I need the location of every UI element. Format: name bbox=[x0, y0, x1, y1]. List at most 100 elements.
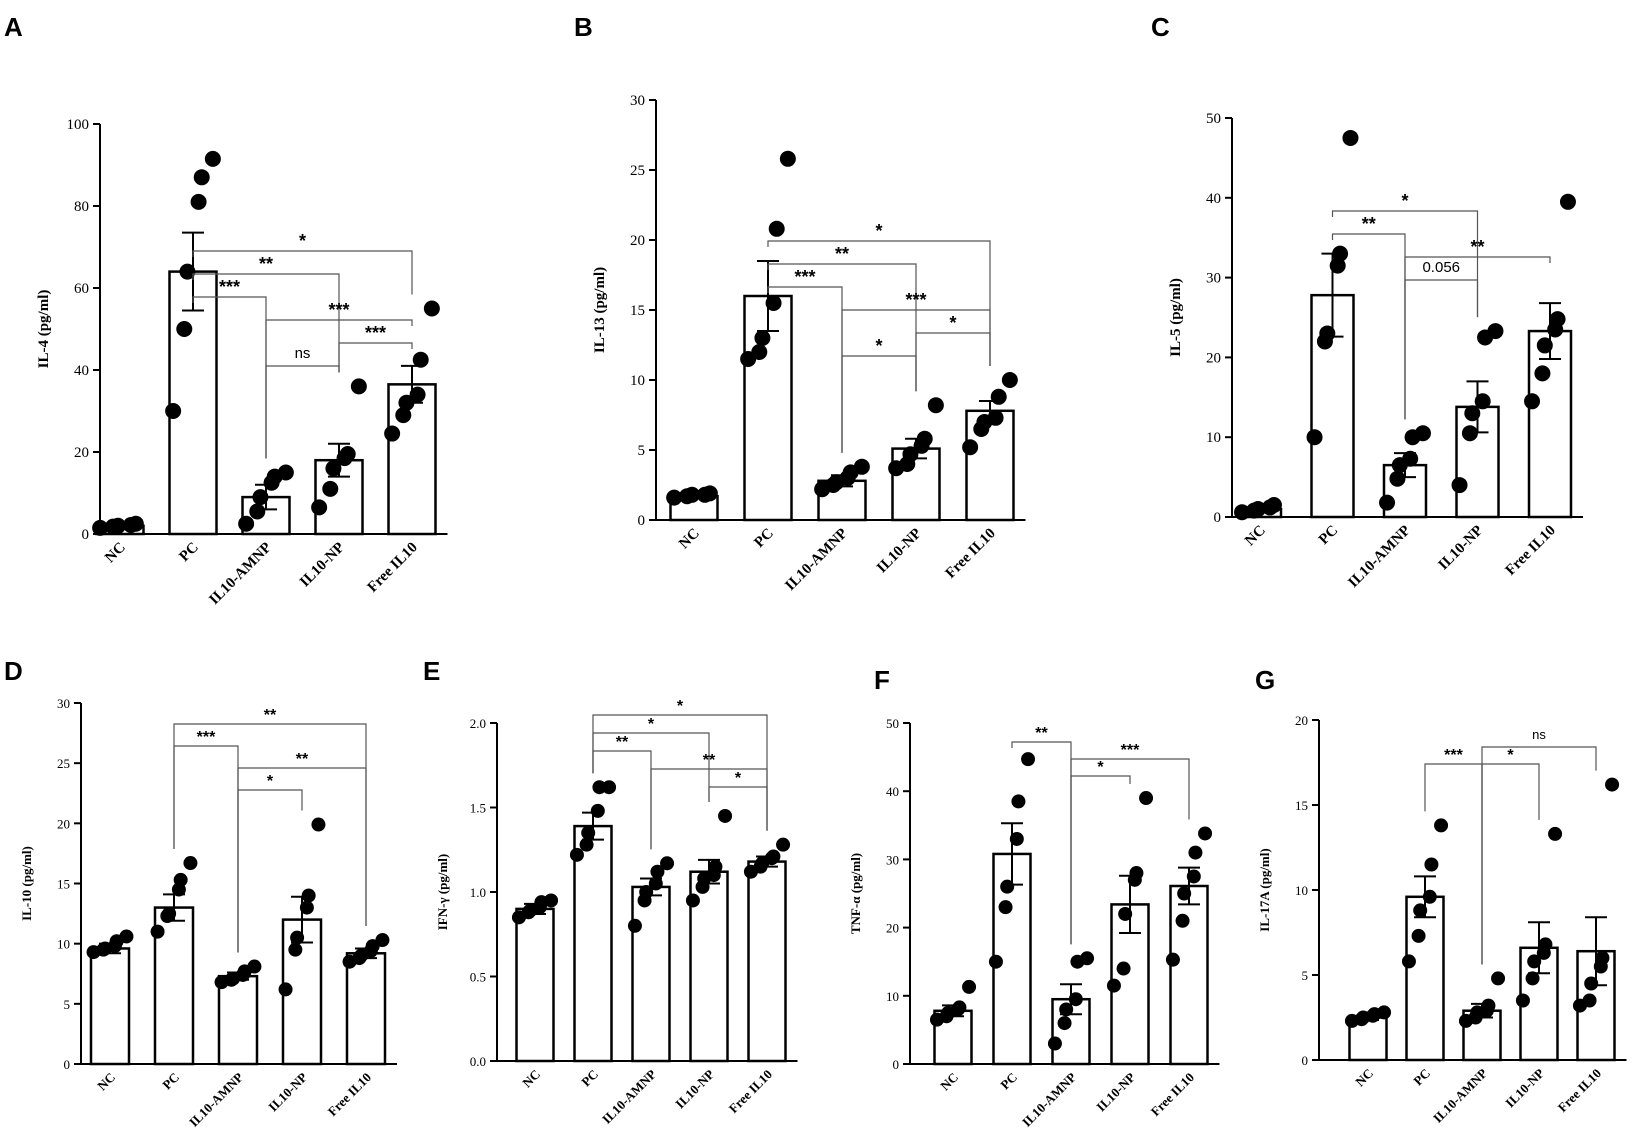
data-point bbox=[1319, 325, 1336, 342]
significance-label: ** bbox=[1470, 237, 1484, 257]
data-point bbox=[1342, 129, 1359, 146]
bar-free-il10 bbox=[1169, 884, 1209, 1066]
data-point bbox=[998, 900, 1013, 915]
data-point bbox=[183, 856, 198, 871]
data-point bbox=[176, 321, 193, 337]
data-point bbox=[990, 388, 1007, 405]
x-tick-label: PC bbox=[1316, 523, 1341, 548]
data-point bbox=[1389, 470, 1406, 487]
x-tick-label: Free IL10 bbox=[365, 540, 421, 596]
x-tick-label: IL10-NP bbox=[1436, 523, 1487, 574]
data-point bbox=[650, 864, 665, 879]
bar-nc bbox=[89, 947, 131, 1066]
data-point bbox=[325, 460, 342, 477]
y-tick-label: 40 bbox=[74, 363, 89, 379]
data-point bbox=[1047, 1036, 1062, 1051]
data-point bbox=[1021, 752, 1036, 767]
data-point bbox=[1424, 857, 1439, 872]
y-tick-label: 0 bbox=[1302, 1053, 1309, 1068]
panel-letter: G bbox=[1255, 665, 1275, 695]
data-point bbox=[1538, 937, 1553, 952]
data-point bbox=[1422, 889, 1437, 904]
significance-bracket bbox=[767, 263, 917, 392]
data-point bbox=[648, 876, 663, 891]
bar-pc bbox=[1405, 895, 1445, 1062]
data-point bbox=[1487, 323, 1504, 340]
significance-label: ** bbox=[616, 734, 629, 751]
significance-label: *** bbox=[905, 290, 926, 310]
data-point bbox=[952, 1000, 967, 1015]
data-point bbox=[592, 780, 607, 795]
x-tick-label: PC bbox=[578, 1067, 601, 1090]
data-point bbox=[987, 409, 1004, 426]
data-point bbox=[627, 918, 642, 933]
data-point bbox=[1401, 954, 1416, 969]
data-point bbox=[1116, 961, 1131, 976]
y-tick-label: 40 bbox=[886, 784, 899, 799]
y-tick-label: 100 bbox=[67, 117, 90, 133]
y-tick-label: 80 bbox=[74, 199, 89, 215]
x-tick-label: NC bbox=[676, 526, 703, 553]
data-point bbox=[1584, 976, 1599, 991]
panel-letter: C bbox=[1151, 12, 1170, 42]
data-point bbox=[127, 515, 144, 532]
data-point bbox=[1536, 337, 1553, 354]
data-point bbox=[395, 407, 412, 424]
data-point bbox=[902, 446, 919, 463]
x-tick-label: NC bbox=[94, 1070, 118, 1094]
data-point bbox=[579, 837, 594, 852]
significance-label: *** bbox=[328, 300, 349, 320]
data-point bbox=[165, 403, 182, 419]
significance-label: * bbox=[1097, 759, 1104, 776]
data-point bbox=[708, 859, 723, 874]
data-point bbox=[590, 803, 605, 818]
y-tick-label: 20 bbox=[630, 233, 645, 249]
x-tick-label: NC bbox=[1352, 1066, 1376, 1090]
y-tick-label: 5 bbox=[64, 997, 71, 1012]
y-tick-label: 1.5 bbox=[470, 801, 486, 816]
data-point bbox=[110, 517, 126, 534]
x-tick-label: PC bbox=[1410, 1066, 1433, 1089]
data-point bbox=[384, 425, 401, 442]
data-point bbox=[1139, 791, 1154, 806]
data-point bbox=[1582, 993, 1597, 1008]
bar-free-il10 bbox=[345, 952, 387, 1066]
data-point bbox=[1011, 794, 1026, 809]
y-tick-label: 5 bbox=[1302, 968, 1309, 983]
significance-label: * bbox=[1507, 747, 1514, 764]
data-point bbox=[1198, 826, 1213, 841]
data-point bbox=[1165, 952, 1180, 967]
panel-letter: D bbox=[4, 656, 23, 686]
data-point bbox=[988, 954, 1003, 969]
data-point bbox=[1534, 365, 1551, 382]
panel-c: C 0 10 20 30 40 50 IL-5 (pg/ml) NC PC IL10-AMNP IL1… bbox=[1151, 12, 1583, 591]
data-point bbox=[409, 386, 426, 403]
significance-label: ns bbox=[295, 345, 311, 362]
data-point bbox=[1379, 494, 1396, 511]
significance-bracket bbox=[265, 365, 340, 459]
data-point bbox=[299, 900, 314, 915]
x-tick-label: IL10-AMNP bbox=[1019, 1069, 1079, 1129]
data-point bbox=[1377, 1005, 1392, 1020]
y-axis-label: IL-4 (pg/ml) bbox=[36, 290, 52, 369]
significance-bracket bbox=[192, 250, 413, 295]
x-tick-label: IL10-AMNP bbox=[782, 526, 850, 594]
y-tick-label: 20 bbox=[57, 816, 70, 831]
y-tick-label: 30 bbox=[630, 93, 645, 109]
bar-il10-amnp bbox=[631, 885, 671, 1063]
x-tick-label: IL10-AMNP bbox=[1430, 1065, 1490, 1125]
significance-bracket bbox=[1331, 210, 1479, 318]
x-tick-label: Free IL10 bbox=[1148, 1070, 1197, 1119]
data-point bbox=[1265, 497, 1282, 514]
data-point bbox=[193, 169, 210, 186]
significance-bracket bbox=[1404, 279, 1479, 420]
data-point bbox=[350, 378, 367, 395]
data-point bbox=[179, 263, 196, 280]
data-point bbox=[375, 933, 390, 948]
data-point bbox=[1481, 998, 1496, 1013]
significance-bracket bbox=[192, 273, 340, 373]
data-point bbox=[1057, 1016, 1072, 1031]
data-point bbox=[398, 394, 415, 411]
data-point bbox=[1434, 818, 1449, 833]
